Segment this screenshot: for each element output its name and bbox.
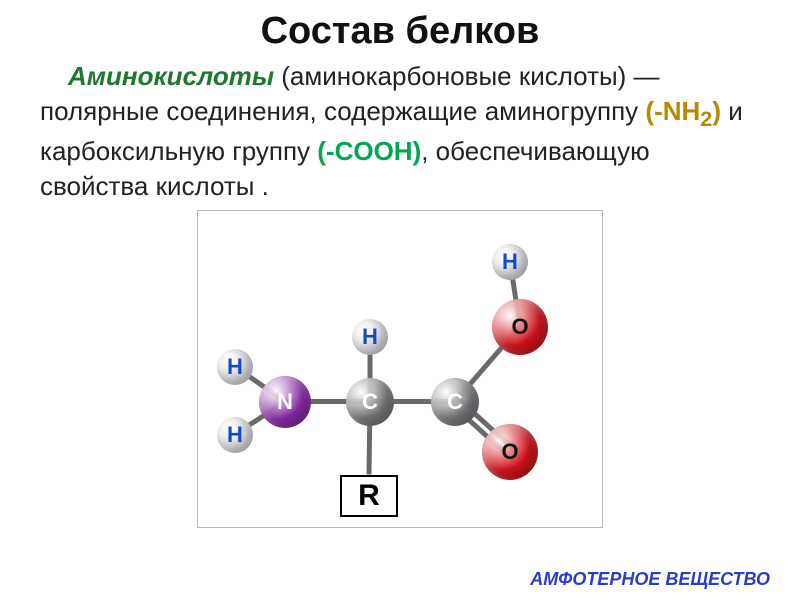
- page-title: Состав белков: [40, 10, 760, 53]
- amino-word: Аминокислоты: [68, 61, 274, 91]
- atom-h_o: H: [492, 244, 528, 280]
- atom-c2: C: [431, 378, 479, 426]
- footer-note: АМФОТЕРНОЕ ВЕЩЕСТВО: [530, 569, 770, 590]
- atom-o_dbl: O: [482, 424, 538, 480]
- atom-c1: C: [346, 378, 394, 426]
- atom-h_n1: H: [217, 349, 253, 385]
- atom-h_n2: H: [217, 417, 253, 453]
- atom-h_c1: H: [352, 319, 388, 355]
- amine-group: (-NH2): [645, 96, 721, 126]
- r-group-box: R: [340, 475, 398, 517]
- molecule-frame: NHHCHCOOHR: [197, 210, 603, 528]
- molecule-container: NHHCHCOOHR: [40, 210, 760, 528]
- atom-n: N: [259, 376, 311, 428]
- definition-paragraph: Аминокислоты (аминокарбоновые кислоты) —…: [40, 59, 760, 204]
- carboxyl-group: (-COOH): [317, 136, 421, 166]
- atom-o_sngl: O: [492, 299, 548, 355]
- molecule-diagram: NHHCHCOOHR: [210, 217, 590, 517]
